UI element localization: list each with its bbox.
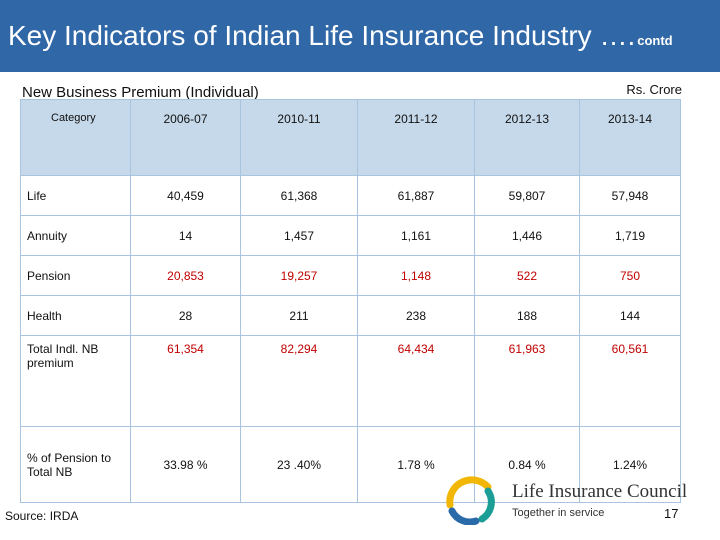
title-contd: contd [637, 33, 673, 48]
table-cell: 14 [130, 215, 241, 256]
title-text: Key Indicators of Indian Life Insurance … [8, 20, 636, 51]
council-logo-name: Life Insurance Council [512, 481, 688, 502]
page-number: 17 [664, 506, 679, 521]
column-header: 2012-13 [474, 99, 580, 176]
table-cell: 19,257 [240, 255, 358, 296]
table-cell: 61,963 [474, 335, 580, 427]
table-cell: 23 .40% [240, 426, 358, 503]
slide-title: Key Indicators of Indian Life Insurance … [8, 20, 673, 52]
table-cell: 238 [357, 295, 475, 336]
council-logo: Life Insurance Council Together in servi… [442, 475, 712, 526]
table-row: Health 28 211 238 188 144 [20, 295, 681, 336]
column-header: 2013-14 [579, 99, 681, 176]
table-cell: 57,948 [579, 175, 681, 216]
table-cell: 750 [579, 255, 681, 296]
table-cell: 61,368 [240, 175, 358, 216]
table-cell: 59,807 [474, 175, 580, 216]
column-header: 2010-11 [240, 99, 358, 176]
table-cell: 188 [474, 295, 580, 336]
source-note: Source: IRDA [5, 509, 79, 523]
table-cell: 61,354 [130, 335, 241, 427]
row-category: % of Pension to Total NB [20, 426, 131, 503]
table-cell: 28 [130, 295, 241, 336]
table-cell: 61,887 [357, 175, 475, 216]
row-category: Total Indl. NB premium [20, 335, 131, 427]
row-category: Annuity [20, 215, 131, 256]
table-row: Annuity 14 1,457 1,161 1,446 1,719 [20, 215, 681, 256]
column-header: 2006-07 [130, 99, 241, 176]
row-category: Health [20, 295, 131, 336]
indicators-table: Category 2006-07 2010-11 2011-12 2012-13… [20, 99, 681, 503]
table-cell: 64,434 [357, 335, 475, 427]
table-cell: 1,148 [357, 255, 475, 296]
table-header-row: Category 2006-07 2010-11 2011-12 2012-13… [20, 99, 681, 176]
table-row: % of Pension to Total NB 33.98 % 23 .40%… [20, 426, 681, 503]
table-cell: 1,446 [474, 215, 580, 256]
unit-label: Rs. Crore [626, 82, 682, 97]
table-subtitle: New Business Premium (Individual) [22, 84, 259, 101]
table-cell: 0.84 % [474, 426, 580, 503]
council-logo-tagline: Together in service [512, 507, 605, 519]
row-category: Life [20, 175, 131, 216]
column-header: Category [20, 99, 131, 176]
table-cell: 1,161 [357, 215, 475, 256]
council-logo-icon [446, 476, 495, 526]
table-row: Total Indl. NB premium 61,354 82,294 64,… [20, 335, 681, 427]
column-header: 2011-12 [357, 99, 475, 176]
table-cell: 1,457 [240, 215, 358, 256]
table-cell: 40,459 [130, 175, 241, 216]
table-cell: 1.24% [579, 426, 681, 503]
table-cell: 82,294 [240, 335, 358, 427]
row-category: Pension [20, 255, 131, 296]
table-cell: 144 [579, 295, 681, 336]
title-bar: Key Indicators of Indian Life Insurance … [0, 0, 720, 72]
table-cell: 20,853 [130, 255, 241, 296]
table-cell: 33.98 % [130, 426, 241, 503]
table-row: Life 40,459 61,368 61,887 59,807 57,948 [20, 175, 681, 216]
table-cell: 1,719 [579, 215, 681, 256]
table-cell: 211 [240, 295, 358, 336]
table-row: Pension 20,853 19,257 1,148 522 750 [20, 255, 681, 296]
table-cell: 522 [474, 255, 580, 296]
table-cell: 60,561 [579, 335, 681, 427]
